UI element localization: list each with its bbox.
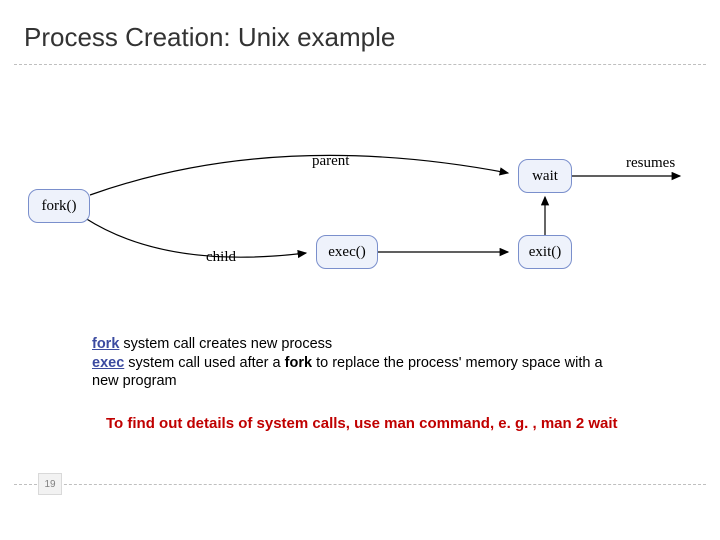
- edge-label-parent: parent: [312, 153, 349, 170]
- exec-keyword: exec: [92, 355, 124, 371]
- divider-top: [14, 64, 706, 65]
- arrows-layer: [26, 125, 690, 295]
- node-wait: wait: [518, 159, 572, 193]
- divider-bottom: [14, 484, 706, 485]
- node-exec: exec(): [316, 235, 378, 269]
- node-exit: exit(): [518, 235, 572, 269]
- page-number: 19: [38, 473, 62, 495]
- process-flow-diagram: fork() exec() wait exit() parent child resume…: [26, 125, 690, 295]
- edge-fork-parent-wait: [90, 155, 508, 195]
- fork-keyword-2: fork: [285, 355, 312, 371]
- fork-keyword: fork: [92, 336, 119, 352]
- edge-label-child: child: [206, 249, 236, 266]
- node-fork: fork(): [28, 189, 90, 223]
- edge-label-resumes: resumes: [626, 155, 675, 172]
- body-text: fork system call creates new process exe…: [92, 335, 632, 391]
- page-title: Process Creation: Unix example: [24, 22, 395, 53]
- man-page-hint: To find out details of system calls, use…: [106, 414, 646, 434]
- body-line2a: system call used after a: [124, 355, 284, 371]
- edge-fork-child-exec: [85, 218, 306, 257]
- body-line1: system call creates new process: [119, 336, 332, 352]
